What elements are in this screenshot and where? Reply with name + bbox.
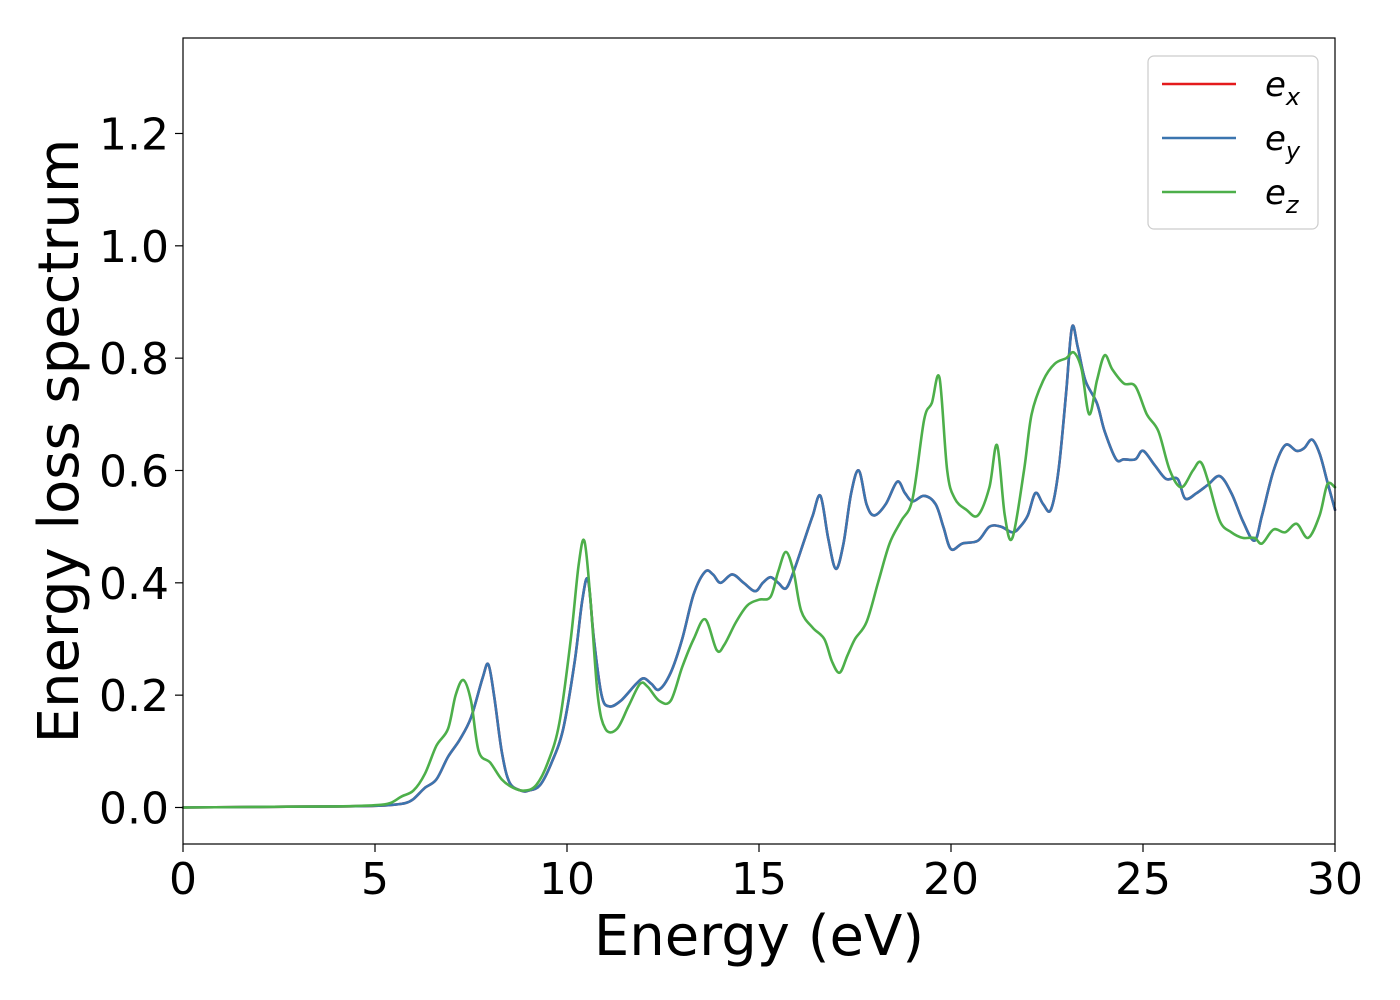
x-axis-ticks: 0 5 10 15 20 25 30 [169,844,1363,905]
x-tick-label: 5 [361,854,389,905]
series-lines [181,324,1337,809]
y-tick-label: 1.0 [99,222,169,273]
x-tick-label: 20 [923,854,979,905]
y-tick-label: 0.8 [99,334,169,385]
y-tick-label: 0.6 [99,446,169,497]
legend-label-ez: ez [1265,173,1300,219]
x-axis-label: Energy (eV) [594,904,924,969]
legend-label-ex: ex [1265,65,1301,111]
legend-label-ey: ey [1265,119,1301,165]
y-tick-label: 0.0 [99,783,169,834]
y-tick-label: 0.2 [99,671,169,722]
legend-box [1147,55,1319,230]
y-tick-label: 0.4 [99,559,169,610]
legend: ex ey ez [1147,55,1319,230]
x-tick-label: 25 [1115,854,1171,905]
x-tick-label: 15 [731,854,787,905]
x-tick-label: 0 [169,854,197,905]
y-axis-label: Energy loss spectrum [27,139,92,744]
y-axis-ticks: 0.0 0.2 0.4 0.6 0.8 1.0 1.2 [99,109,183,834]
x-tick-label: 10 [539,854,595,905]
series-line-ez [181,350,1337,809]
y-tick-label: 1.2 [99,109,169,160]
x-tick-label: 30 [1307,854,1363,905]
